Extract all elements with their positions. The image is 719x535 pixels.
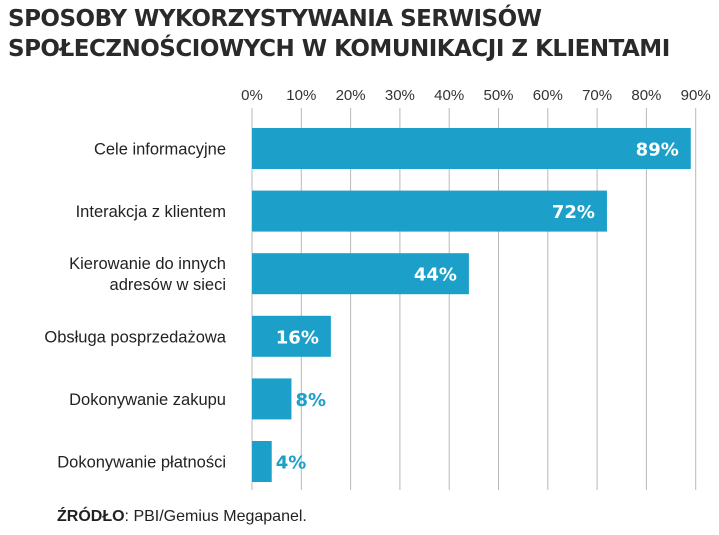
x-tick-label: 50% [483,87,513,104]
value-label: 44% [414,265,457,286]
x-tick-label: 30% [385,87,415,104]
x-tick-label: 60% [533,87,563,104]
x-tick-label: 10% [286,87,316,104]
value-label: 4% [276,453,307,474]
value-label: 16% [276,327,319,348]
category-label: Dokonywanie płatności [57,454,226,472]
source-label: ŹRÓDŁO [57,508,125,525]
value-label: 72% [552,202,595,223]
source-text: : PBI/Gemius Megapanel. [124,508,307,525]
bar [252,441,272,482]
value-label: 8% [295,390,326,411]
x-tick-label: 70% [582,87,612,104]
x-tick-label: 0% [241,87,263,104]
category-label: Kierowanie do innych [69,255,226,273]
bar [252,253,469,295]
category-label: adresów w sieci [110,276,226,294]
category-label: Cele informacyjne [94,141,226,159]
bar [252,190,607,232]
category-label: Dokonywanie zakupu [69,391,226,409]
x-tick-label: 90% [681,87,711,104]
category-label: Obsługa posprzedażowa [44,328,226,346]
x-tick-label: 20% [336,87,366,104]
title-line-2: SPOŁECZNOŚCIOWYCH W KOMUNIKACJI Z KLIENT… [8,36,670,62]
value-label: 89% [636,140,679,161]
bar [252,128,691,169]
x-tick-label: 80% [631,87,661,104]
category-label: Interakcja z klientem [76,203,226,221]
chart-title: SPOSOBY WYKORZYSTYWANIA SERWISÓW SPOŁECZ… [8,4,713,64]
bar [252,378,292,420]
bar [252,315,331,357]
source-note: ŹRÓDŁO: PBI/Gemius Megapanel. [57,508,307,526]
x-tick-label: 40% [434,87,464,104]
title-line-1: SPOSOBY WYKORZYSTYWANIA SERWISÓW [8,6,542,32]
